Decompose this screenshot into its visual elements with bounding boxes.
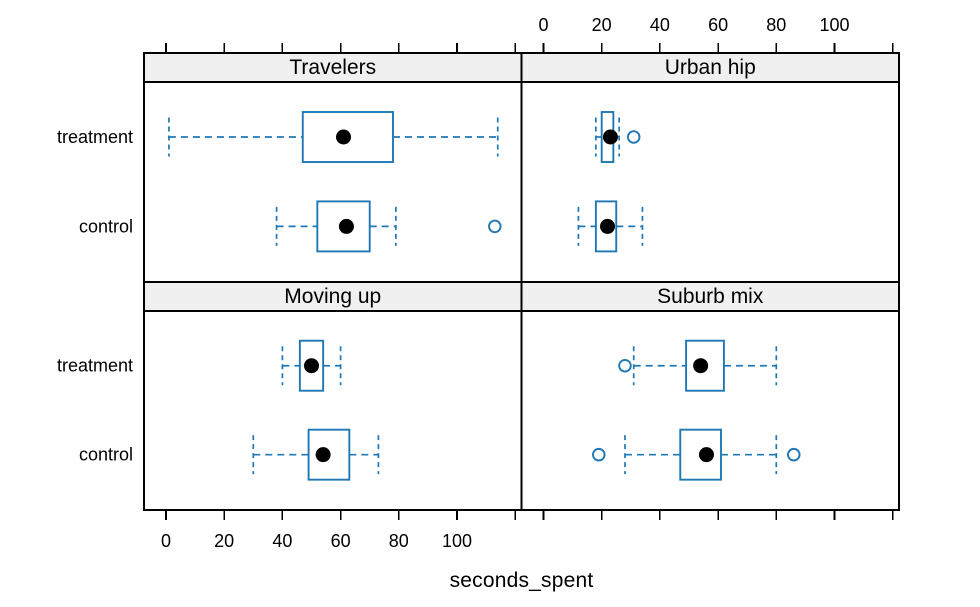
outlier-point [488, 219, 502, 234]
outlier-point [592, 447, 606, 462]
median-dot [602, 129, 618, 145]
axis-tick-label: 0 [538, 15, 548, 35]
boxplot-urban-hip-control [577, 200, 644, 253]
axis-tick-label: 20 [214, 531, 234, 551]
boxplot-moving-up-control [252, 428, 380, 481]
boxplot-moving-up-treatment [281, 339, 342, 392]
axis-tick-label: 80 [389, 531, 409, 551]
y-category-label: treatment [57, 127, 133, 147]
top-axis: 0 20 40 60 80 100 [165, 15, 894, 53]
axis-tick-label: 100 [442, 531, 472, 551]
bottom-axis: 0 20 40 60 80 100 [161, 510, 894, 551]
panel-strip-title: Urban hip [665, 56, 756, 79]
panel-strip [143, 281, 523, 312]
axis-tick-label: 100 [819, 15, 849, 35]
panel-strip-title: Suburb mix [657, 285, 764, 308]
outlier-point [787, 447, 801, 462]
x-axis-title: seconds_spent [449, 569, 594, 592]
axis-tick-label: 0 [161, 531, 171, 551]
outlier-point [618, 358, 632, 373]
axis-tick-label: 80 [766, 15, 786, 35]
axis-tick-label: 60 [708, 15, 728, 35]
median-dot [336, 129, 352, 145]
median-dot [693, 358, 709, 374]
panel-suburb-mix: Suburb mix [520, 281, 900, 511]
boxplot-suburb-mix-control [592, 428, 801, 481]
panel-area [520, 81, 900, 283]
panel-moving-up: Moving up [143, 281, 523, 511]
boxplot-urban-hip-treatment [595, 111, 641, 163]
panel-strip-title: Moving up [284, 285, 381, 308]
axis-tick-label: 20 [592, 15, 612, 35]
panel-strip [143, 52, 523, 83]
y-axis-labels: treatment control treatment control [57, 127, 133, 465]
panel-strip-title: Travelers [289, 56, 376, 79]
y-category-label: control [79, 216, 133, 236]
axis-tick-label: 60 [331, 531, 351, 551]
median-dot [315, 447, 331, 463]
boxplot-travelers-control [275, 200, 502, 253]
boxplot-travelers-treatment [168, 111, 499, 163]
y-category-label: treatment [57, 356, 133, 376]
median-dot [600, 218, 616, 234]
outlier-point [626, 130, 641, 144]
iqr-box [679, 428, 722, 481]
panel-urban-hip: Urban hip [520, 52, 900, 283]
panel-travelers: Travelers [143, 52, 523, 283]
median-dot [338, 218, 354, 234]
panel-strip [520, 281, 900, 312]
axis-tick-label: 40 [650, 15, 670, 35]
boxplot-suburb-mix-treatment [618, 339, 778, 392]
axis-tick-label: 40 [272, 531, 292, 551]
median-dot [304, 358, 319, 374]
median-dot [698, 447, 714, 463]
y-category-label: control [79, 445, 133, 465]
